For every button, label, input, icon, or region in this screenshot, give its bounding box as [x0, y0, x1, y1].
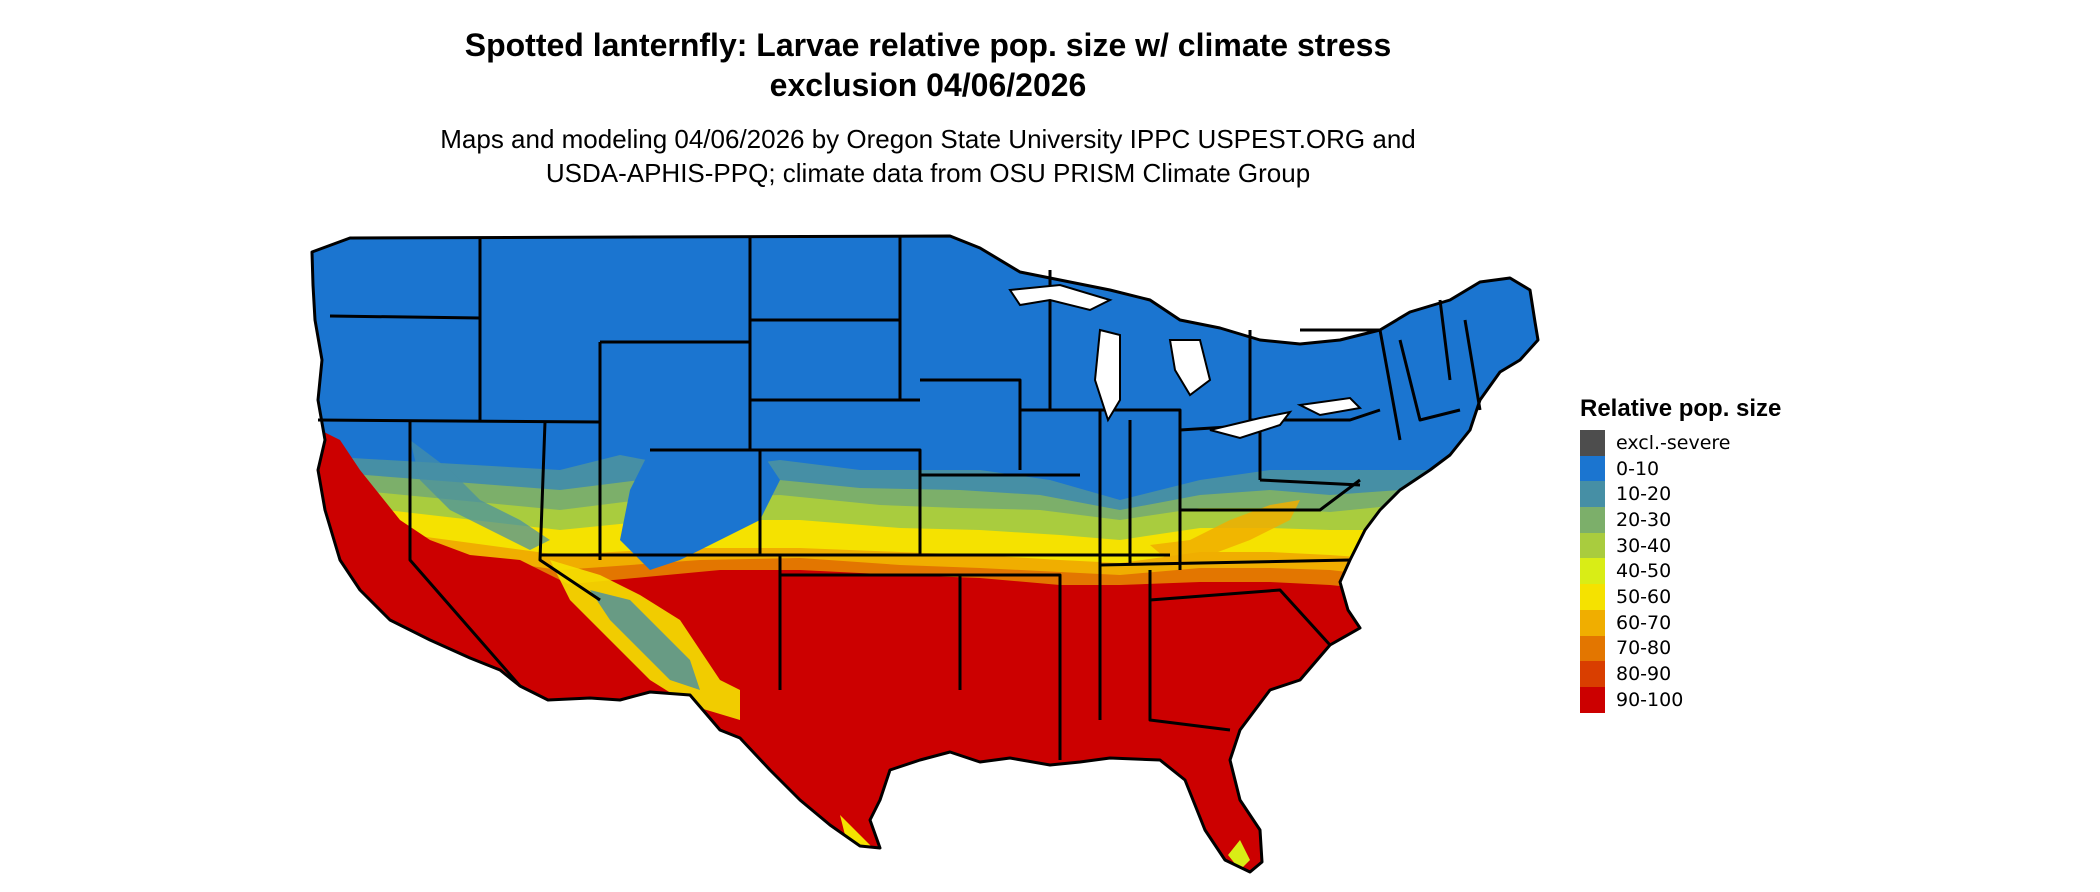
legend-label: 0-10: [1616, 457, 1660, 480]
legend-swatch: [1580, 635, 1605, 662]
legend-swatch: [1580, 558, 1605, 585]
legend-label: 80-90: [1616, 663, 1672, 686]
legend-swatch: [1580, 481, 1605, 508]
legend-item: 0-10: [1580, 455, 1781, 482]
legend-item: 90-100: [1580, 686, 1781, 713]
map-title-line2: exclusion 04/06/2026: [769, 67, 1087, 103]
legend-title: Relative pop. size: [1580, 395, 1782, 422]
legend-label: 20-30: [1616, 508, 1672, 531]
legend-label: 30-40: [1616, 534, 1672, 557]
legend-item: 30-40: [1580, 532, 1781, 559]
map-subtitle-line1: Maps and modeling 04/06/2026 by Oregon S…: [440, 124, 1416, 154]
legend-label: excl.-severe: [1616, 431, 1731, 454]
map-subtitle-line2: USDA-APHIS-PPQ; climate data from OSU PR…: [545, 158, 1311, 188]
us-population-map: [310, 234, 1540, 874]
legend-item: 60-70: [1580, 609, 1781, 636]
legend-item: 40-50: [1580, 558, 1781, 585]
legend-label: 40-50: [1616, 560, 1672, 583]
legend-item: 10-20: [1580, 481, 1781, 508]
legend-swatch: [1580, 686, 1605, 713]
legend-swatch: [1580, 532, 1605, 559]
map-title-line1: Spotted lanternfly: Larvae relative pop.…: [464, 27, 1392, 63]
legend-swatch: [1580, 430, 1605, 456]
legend-label: 10-20: [1616, 483, 1672, 506]
legend-item: 50-60: [1580, 584, 1781, 610]
legend-item: 80-90: [1580, 661, 1781, 687]
legend-swatch: [1580, 609, 1605, 636]
legend-label: 70-80: [1616, 637, 1672, 660]
legend-label: 60-70: [1616, 611, 1672, 634]
state-borders: [310, 234, 1540, 874]
legend-label: 90-100: [1616, 688, 1684, 711]
legend-label: 50-60: [1616, 585, 1672, 608]
legend-item: excl.-severe: [1580, 430, 1781, 456]
great-lakes: [1008, 283, 1363, 440]
legend: Relative pop. size excl.-severe 0-10 10-20…: [1580, 394, 1781, 713]
legend-swatch: [1580, 507, 1605, 533]
legend-swatch: [1580, 584, 1605, 610]
legend-item: 70-80: [1580, 635, 1781, 662]
legend-swatch: [1580, 455, 1605, 482]
legend-item: 20-30: [1580, 507, 1781, 533]
legend-swatch: [1580, 661, 1605, 687]
